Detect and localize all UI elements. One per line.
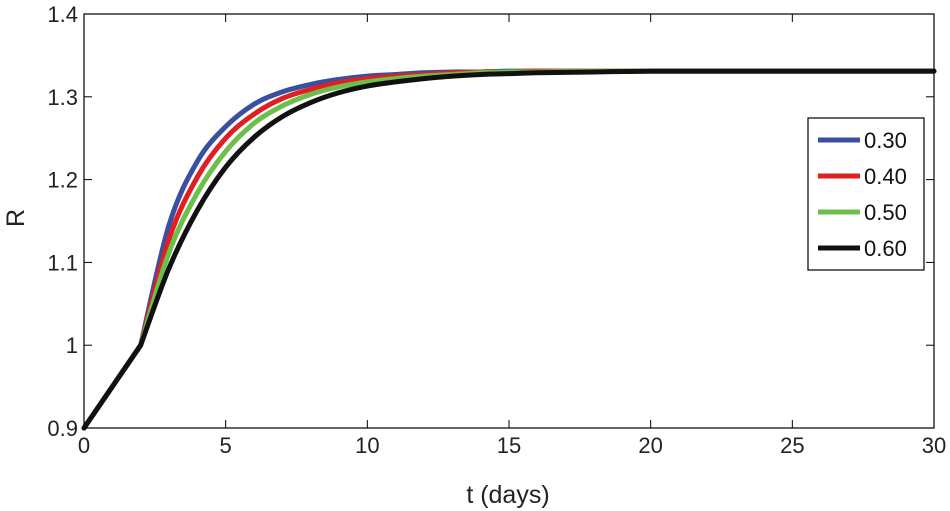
- y-tick-label: 1.3: [47, 85, 78, 110]
- x-tick-label: 5: [220, 433, 232, 458]
- series-line-0.30: [81, 68, 937, 431]
- legend: 0.30 0.40 0.50 0.60: [807, 117, 925, 271]
- x-tick-label: 0: [78, 433, 90, 458]
- axis-ticks: 0 5 10 15 20 25 30 0.9 1 1.1 1.2 1.3 1.4: [47, 2, 946, 458]
- y-tick-label: 1.4: [47, 2, 78, 27]
- y-tick-label: 1.1: [47, 250, 78, 275]
- y-axis-label: R: [2, 209, 30, 227]
- legend-entry-label: 0.50: [864, 200, 907, 225]
- legend-entry-label: 0.60: [864, 236, 907, 261]
- x-tick-label: 20: [638, 433, 662, 458]
- series-line-0.50: [81, 68, 937, 431]
- legend-box: [807, 117, 925, 271]
- y-tick-label: 1.2: [47, 168, 78, 193]
- legend-entry-label: 0.30: [864, 128, 907, 153]
- series-line-0.40: [81, 68, 937, 431]
- x-tick-label: 30: [922, 433, 946, 458]
- series-line-0.60: [81, 68, 937, 431]
- plot-lines: [81, 68, 937, 431]
- legend-entry-label: 0.40: [864, 164, 907, 189]
- x-tick-label: 15: [497, 433, 521, 458]
- x-tick-label: 25: [780, 433, 804, 458]
- plot-frame: [83, 13, 935, 429]
- x-tick-label: 10: [355, 433, 379, 458]
- y-tick-label: 0.9: [47, 416, 78, 441]
- x-axis-label: t (days): [466, 481, 549, 509]
- y-tick-label: 1: [66, 333, 78, 358]
